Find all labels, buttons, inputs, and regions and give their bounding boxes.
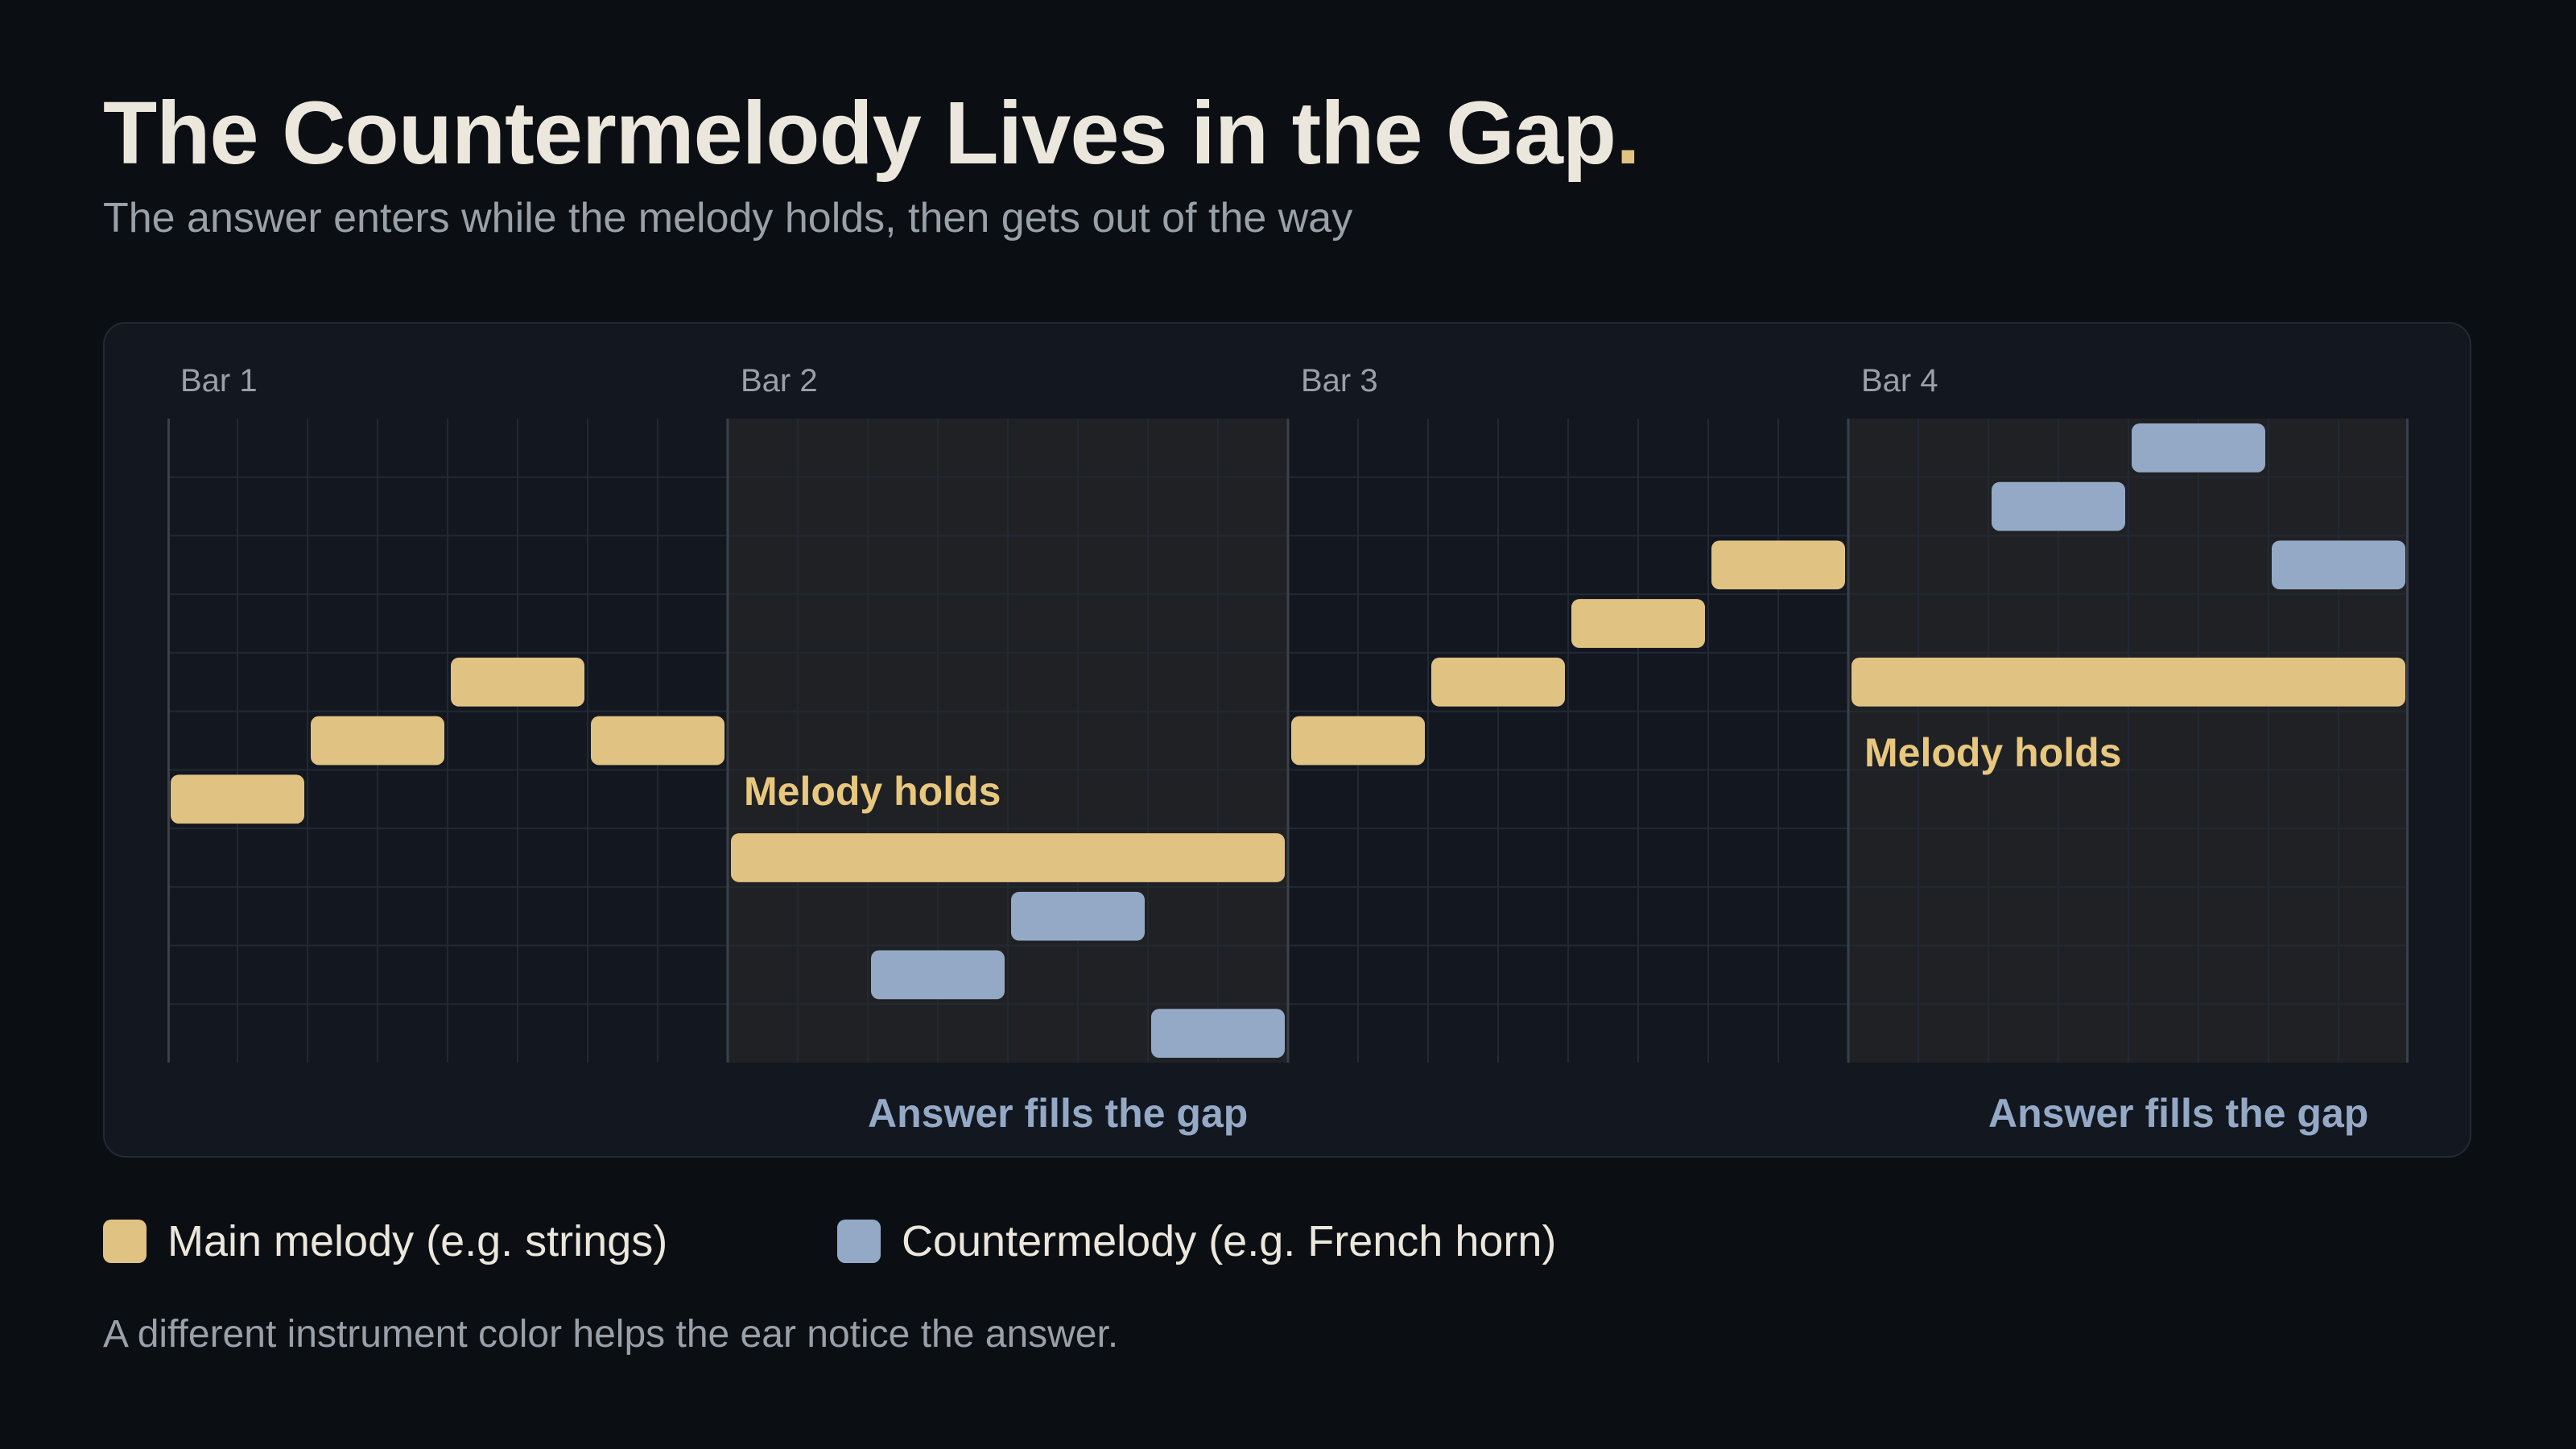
melody-note-5 bbox=[731, 833, 1285, 882]
legend-countermelody-label: Countermelody (e.g. French horn) bbox=[902, 1217, 1557, 1265]
page-title: The Countermelody Lives in the Gap. bbox=[103, 77, 1641, 190]
piano-roll bbox=[167, 419, 2409, 1063]
melody-note-6 bbox=[1291, 716, 1425, 766]
bar-label-4: Bar 4 bbox=[1861, 363, 1938, 398]
bar-label-2: Bar 2 bbox=[741, 363, 818, 398]
melody-note-10 bbox=[1852, 657, 2405, 707]
melody-note-7 bbox=[1431, 657, 1565, 707]
answer-fills-gap-label-2: Answer fills the gap bbox=[1988, 1091, 2369, 1136]
melody-note-8 bbox=[1571, 599, 1705, 648]
countermelody-note-5 bbox=[2132, 423, 2265, 473]
page-subtitle: The answer enters while the melody holds… bbox=[103, 195, 1353, 242]
title-text: The Countermelody Lives in the Gap bbox=[103, 84, 1616, 183]
melody-holds-label-bar2: Melody holds bbox=[744, 769, 1001, 814]
answer-fills-gap-label-1: Answer fills the gap bbox=[868, 1091, 1249, 1136]
melody-holds-label-bar4: Melody holds bbox=[1864, 730, 2122, 775]
melody-note-1 bbox=[171, 774, 304, 824]
bar-label-3: Bar 3 bbox=[1301, 363, 1378, 398]
countermelody-note-6 bbox=[2272, 540, 2405, 590]
melody-note-4 bbox=[591, 716, 724, 766]
title-accent-dot: . bbox=[1616, 84, 1641, 183]
countermelody-note-2 bbox=[1011, 891, 1145, 941]
legend-melody-swatch bbox=[103, 1220, 147, 1263]
bar-label-1: Bar 1 bbox=[180, 363, 258, 398]
countermelody-note-1 bbox=[871, 950, 1005, 1000]
melody-note-2 bbox=[311, 716, 444, 766]
melody-note-9 bbox=[1711, 540, 1845, 590]
countermelody-note-4 bbox=[1992, 481, 2125, 531]
footnote: A different instrument color helps the e… bbox=[103, 1313, 1119, 1356]
legend-countermelody: Countermelody (e.g. French horn) bbox=[837, 1217, 1556, 1265]
legend-melody: Main melody (e.g. strings) bbox=[103, 1217, 667, 1265]
legend-melody-label: Main melody (e.g. strings) bbox=[167, 1217, 668, 1265]
legend-countermelody-swatch bbox=[837, 1220, 881, 1263]
melody-note-3 bbox=[451, 657, 584, 707]
countermelody-note-3 bbox=[1151, 1009, 1285, 1058]
